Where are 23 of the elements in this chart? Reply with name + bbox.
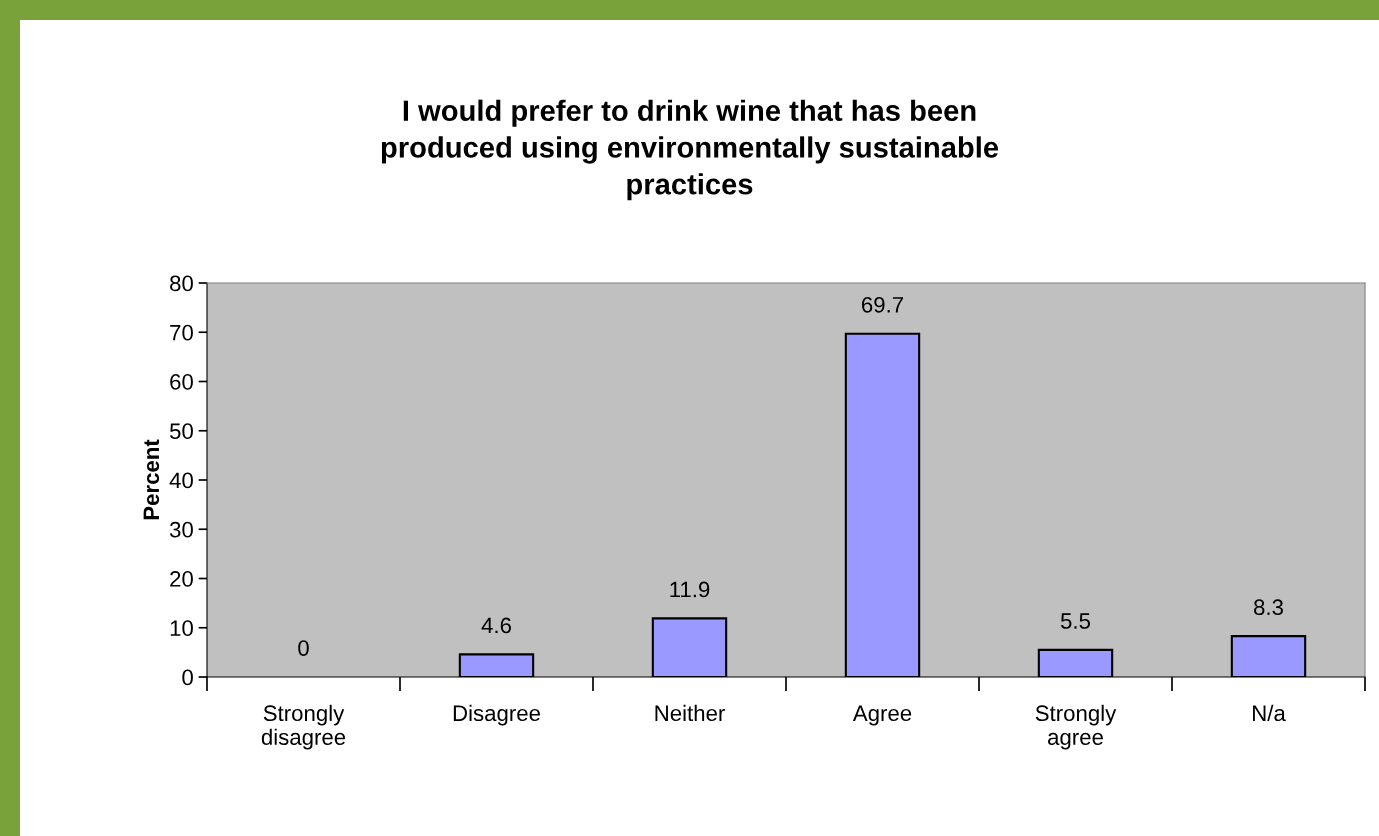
y-tick-label: 20 <box>170 571 193 587</box>
x-tick-label: Strongly disagree <box>261 704 346 750</box>
y-tick-label: 0 <box>182 669 193 686</box>
y-tick-label: 40 <box>169 472 193 489</box>
data-label: 0 <box>298 640 309 656</box>
y-tick-label: 30 <box>169 521 193 538</box>
x-tick-label: Neither <box>655 704 725 722</box>
x-tick-label: Agree <box>852 705 912 726</box>
x-tick-label: Disagree <box>453 704 540 726</box>
y-tick-label: 80 <box>170 275 193 292</box>
y-axis-title: Percent <box>143 439 160 520</box>
y-tick-label: 70 <box>170 324 193 341</box>
data-label: 5.5 <box>1060 613 1091 629</box>
chart-title: I would prefer to drink wine that has been produced using environmentally sustainable practices <box>381 99 999 201</box>
y-tick-label: 10 <box>170 620 193 637</box>
data-label: 4.6 <box>481 617 511 634</box>
data-label: 8.3 <box>1254 599 1283 616</box>
x-tick-label: N/a <box>1253 704 1286 722</box>
y-tick-label: 50 <box>169 423 193 440</box>
x-tick-label: Strongly agree <box>1035 704 1117 750</box>
data-label: 11.9 <box>670 581 710 598</box>
y-tick-label: 60 <box>170 374 193 390</box>
data-label: 69.7 <box>862 296 904 313</box>
